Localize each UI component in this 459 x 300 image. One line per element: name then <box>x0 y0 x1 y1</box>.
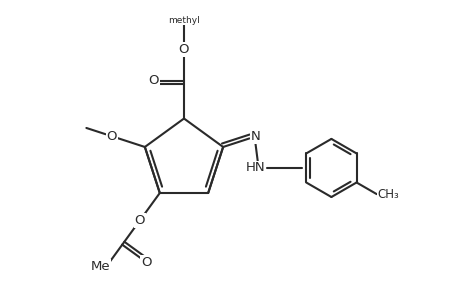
Text: O: O <box>179 43 189 56</box>
Text: HN: HN <box>245 161 265 175</box>
Text: N: N <box>250 130 260 143</box>
Text: methyl: methyl <box>168 16 200 25</box>
Text: O: O <box>106 130 117 143</box>
Text: O: O <box>141 256 151 269</box>
Text: CH₃: CH₃ <box>377 188 398 201</box>
Text: O: O <box>134 214 145 227</box>
Text: Me: Me <box>90 260 110 273</box>
Text: O: O <box>148 74 159 87</box>
